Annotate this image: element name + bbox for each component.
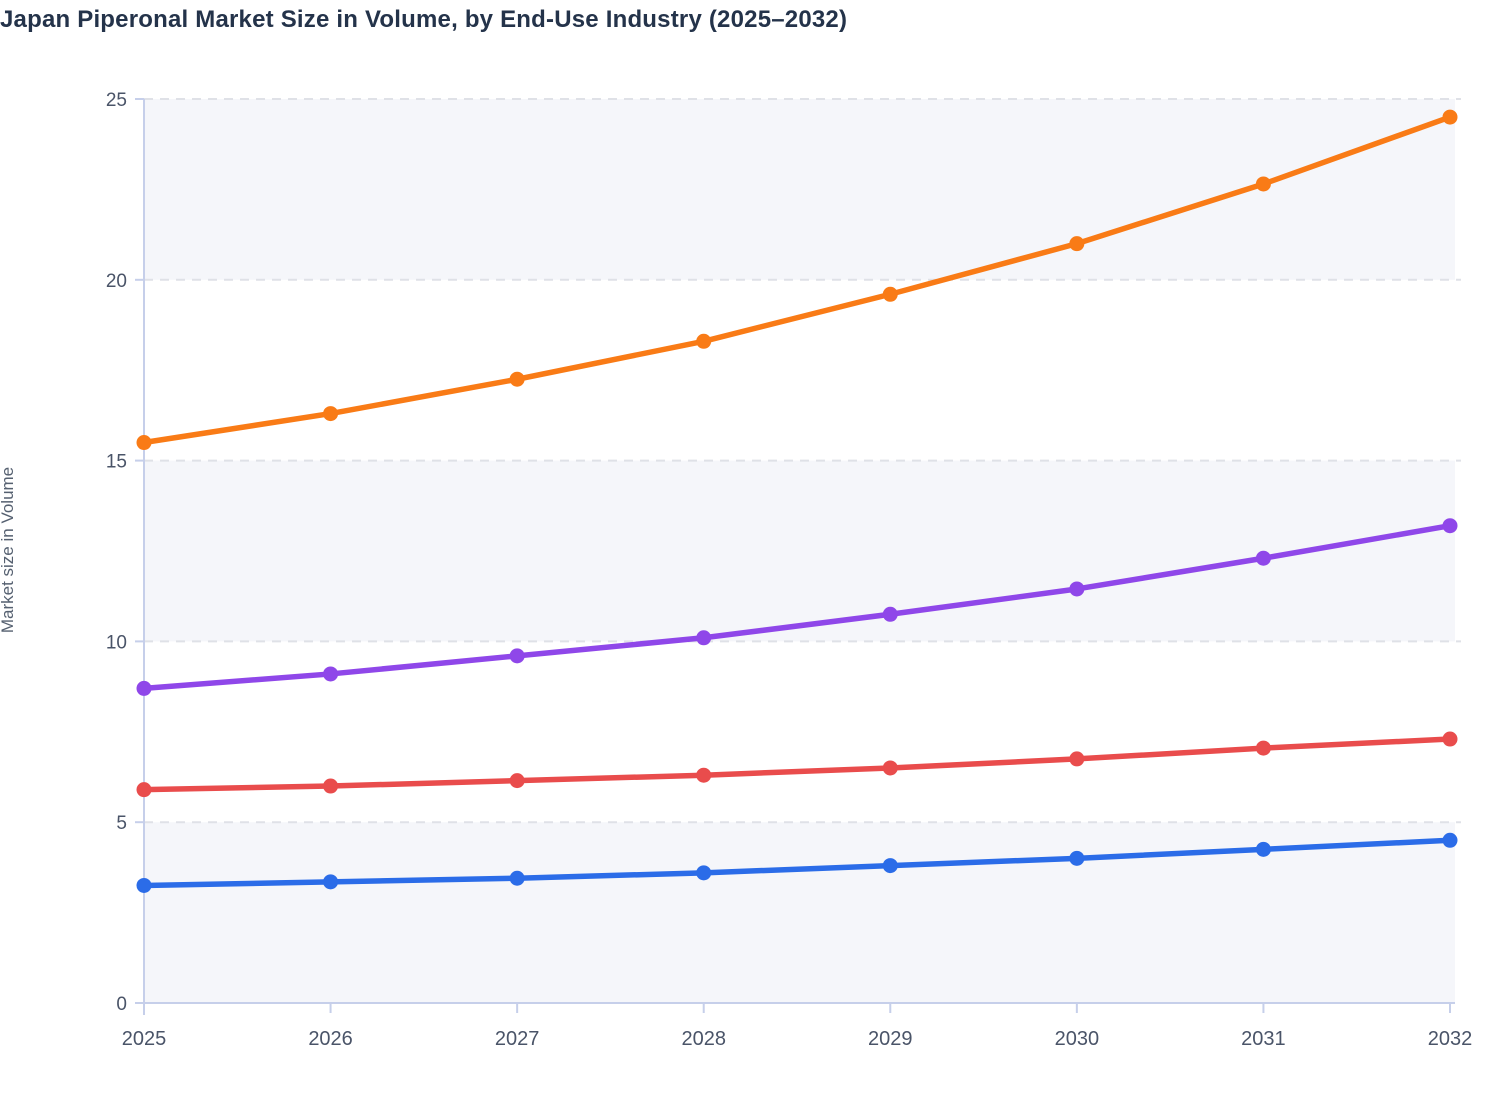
data-point-blue-series xyxy=(1442,832,1458,848)
y-tick-label: 0 xyxy=(116,994,127,1015)
data-point-red-series xyxy=(509,773,525,789)
data-point-red-series xyxy=(136,782,152,798)
data-point-orange-series xyxy=(1255,176,1271,192)
data-point-blue-series xyxy=(1255,841,1271,857)
data-point-orange-series xyxy=(696,333,712,349)
data-point-orange-series xyxy=(509,371,525,387)
data-point-blue-series xyxy=(509,870,525,886)
y-tick-label: 20 xyxy=(106,271,127,292)
x-tick-label: 2025 xyxy=(122,1028,167,1050)
data-point-red-series xyxy=(323,778,339,794)
background-band xyxy=(144,460,1455,642)
x-tick-label: 2032 xyxy=(1428,1028,1473,1050)
data-point-purple-series xyxy=(1069,581,1085,597)
data-point-blue-series xyxy=(696,865,712,881)
y-tick-label: 15 xyxy=(106,452,127,473)
y-tick-label: 5 xyxy=(116,813,127,834)
data-point-orange-series xyxy=(1442,109,1458,125)
series-line-blue-series xyxy=(141,837,1453,889)
series-line-purple-series xyxy=(141,522,1453,692)
data-point-red-series xyxy=(696,767,712,783)
data-point-red-series xyxy=(1255,740,1271,756)
data-point-orange-series xyxy=(323,406,339,422)
data-point-orange-series xyxy=(1069,236,1085,252)
y-tick-label: 25 xyxy=(106,90,127,111)
data-point-purple-series xyxy=(882,606,898,622)
data-point-purple-series xyxy=(509,648,525,664)
series-line-red-series xyxy=(141,736,1453,793)
data-point-purple-series xyxy=(1442,518,1458,534)
x-tick-label: 2027 xyxy=(495,1028,540,1050)
data-point-blue-series xyxy=(1069,850,1085,866)
background-band xyxy=(144,99,1455,280)
data-point-purple-series xyxy=(323,666,339,682)
data-point-purple-series xyxy=(1255,550,1271,566)
x-tick-label: 2029 xyxy=(868,1028,913,1050)
data-point-red-series xyxy=(882,760,898,776)
data-point-purple-series xyxy=(136,680,152,696)
data-point-orange-series xyxy=(882,286,898,302)
x-tick-label: 2028 xyxy=(681,1028,726,1050)
y-tick-label: 10 xyxy=(106,632,127,653)
data-point-red-series xyxy=(1442,731,1458,747)
data-point-orange-series xyxy=(136,435,152,451)
x-tick-label: 2031 xyxy=(1241,1028,1286,1050)
data-point-blue-series xyxy=(882,858,898,874)
data-point-blue-series xyxy=(136,877,152,893)
x-tick-label: 2026 xyxy=(308,1028,353,1050)
data-point-purple-series xyxy=(696,630,712,646)
data-point-red-series xyxy=(1069,751,1085,767)
chart-title: Japan Piperonal Market Size in Volume, b… xyxy=(0,6,848,33)
x-tick-label: 2030 xyxy=(1055,1028,1100,1050)
series-line-orange-series xyxy=(141,114,1453,446)
data-point-blue-series xyxy=(323,874,339,890)
